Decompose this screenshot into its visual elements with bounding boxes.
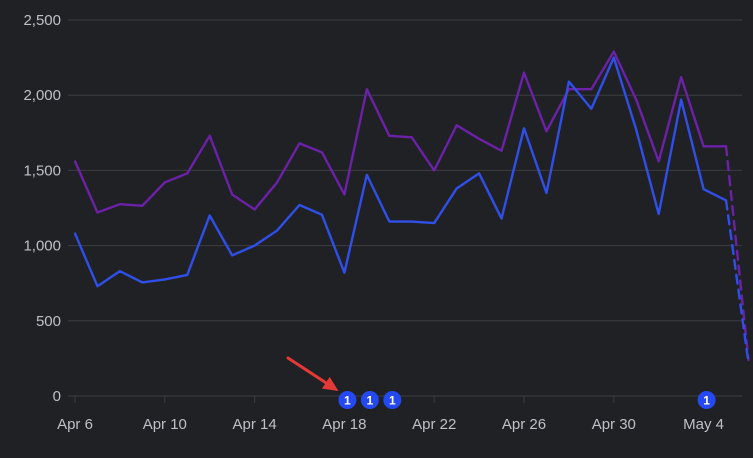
series-line-2-projection — [724, 199, 750, 365]
x-tick-label: Apr 14 — [232, 416, 276, 433]
y-tick-label: 1,000 — [23, 238, 61, 255]
y-tick-label: 2,000 — [23, 87, 61, 104]
annotation-markers: 1 1 1 1 — [338, 391, 716, 409]
annotation-marker: 1 — [383, 391, 402, 409]
arrow-shaft — [286, 356, 334, 389]
x-tick-label: Apr 18 — [322, 416, 366, 433]
x-tick-label: Apr 26 — [502, 416, 546, 433]
annotation-count: 1 — [367, 394, 374, 408]
arrow-head — [322, 376, 339, 391]
series-line-1-projection — [724, 145, 750, 362]
series-line-1 — [73, 50, 728, 214]
x-axis-ticks: Apr 6 Apr 10 Apr 14 Apr 18 Apr 22 Apr 26 Apr 3… — [57, 396, 724, 433]
annotation-count: 1 — [344, 394, 351, 408]
grid-lines — [68, 19, 742, 397]
x-tick-label: Apr 30 — [592, 416, 636, 433]
y-axis-ticks: 0 500 1,000 1,500 2,000 2,500 — [23, 12, 61, 405]
x-tick-label: May 4 — [683, 416, 724, 433]
y-tick-label: 2,500 — [23, 12, 61, 29]
annotation-badge — [697, 391, 716, 409]
series-line-2 — [73, 56, 728, 288]
y-tick-label: 500 — [36, 313, 61, 330]
annotation-count: 1 — [703, 394, 710, 408]
series-lines — [73, 50, 750, 365]
annotation-count: 1 — [389, 394, 396, 408]
annotation-badge — [338, 391, 357, 409]
annotation-marker: 1 — [697, 391, 716, 409]
x-tick-label: Apr 10 — [143, 416, 187, 433]
y-tick-label: 1,500 — [23, 162, 61, 179]
annotation-badge — [383, 391, 402, 409]
annotation-badge — [360, 391, 379, 409]
x-tick-label: Apr 22 — [412, 416, 456, 433]
annotation-marker: 1 — [360, 391, 379, 409]
y-tick-label: 0 — [53, 388, 61, 405]
pointer-arrow — [286, 356, 339, 391]
x-tick-label: Apr 6 — [57, 416, 93, 433]
annotation-marker: 1 — [338, 391, 357, 409]
